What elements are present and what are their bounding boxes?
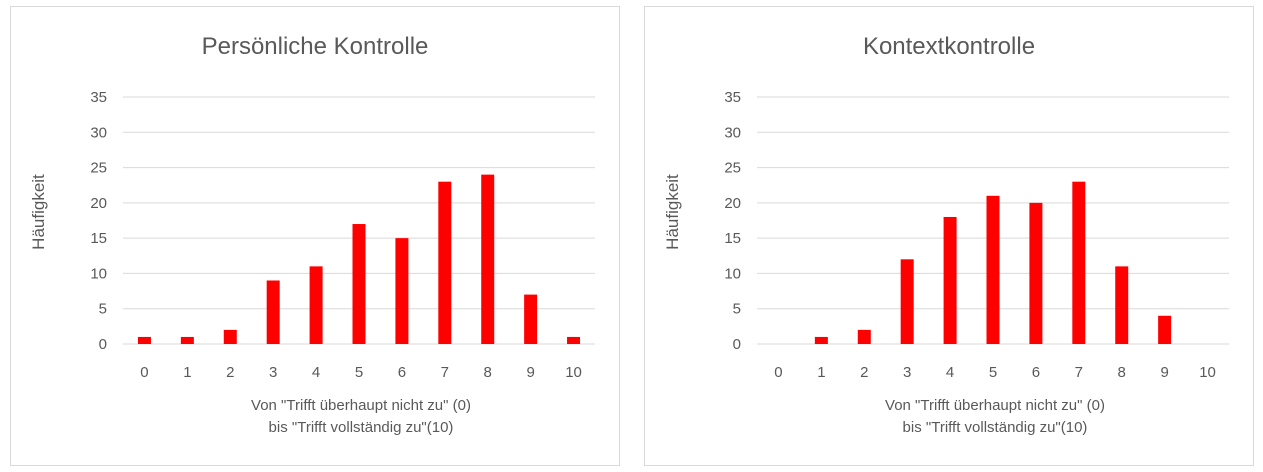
bar bbox=[223, 329, 237, 344]
bar bbox=[266, 280, 280, 344]
y-tick-label: 25 bbox=[90, 160, 107, 177]
x-tick-label: 10 bbox=[565, 364, 582, 381]
bar bbox=[395, 238, 409, 344]
bar bbox=[1158, 315, 1172, 344]
bar bbox=[986, 195, 1000, 344]
bar bbox=[814, 336, 828, 344]
bar bbox=[567, 336, 581, 344]
y-tick-label: 5 bbox=[99, 301, 107, 318]
bar bbox=[309, 266, 323, 344]
y-tick-label: 25 bbox=[724, 160, 741, 177]
bar bbox=[352, 224, 366, 344]
x-tick-label: 1 bbox=[817, 364, 825, 381]
x-tick-label: 9 bbox=[1160, 364, 1168, 381]
x-tick-label: 2 bbox=[226, 364, 234, 381]
y-tick-label: 35 bbox=[724, 89, 741, 106]
bar bbox=[180, 336, 194, 344]
bar bbox=[943, 216, 957, 344]
bar bbox=[900, 259, 914, 344]
bar bbox=[1029, 202, 1043, 344]
x-axis-label: Von "Trifft überhaupt nicht zu" (0) bis … bbox=[755, 395, 1235, 439]
x-tick-label: 7 bbox=[441, 364, 449, 381]
x-tick-label: 4 bbox=[946, 364, 954, 381]
bar bbox=[1115, 266, 1129, 344]
bar-chart-svg: 0 5 10 15 20 25 30 35 0 1 2 3 4 5 6 7 8 9 10 bbox=[90, 89, 595, 381]
bar bbox=[857, 329, 871, 344]
x-tick-label: 9 bbox=[526, 364, 534, 381]
bar bbox=[137, 336, 151, 344]
bar bbox=[438, 181, 452, 344]
y-tick-label: 15 bbox=[724, 230, 741, 247]
y-tick-label: 30 bbox=[724, 124, 741, 141]
x-tick-label: 6 bbox=[1032, 364, 1040, 381]
x-tick-label: 6 bbox=[398, 364, 406, 381]
x-tick-label: 3 bbox=[903, 364, 911, 381]
bar bbox=[1072, 181, 1086, 344]
x-tick-label: 8 bbox=[484, 364, 492, 381]
x-tick-label: 0 bbox=[140, 364, 148, 381]
chart-title: Kontextkontrolle bbox=[862, 33, 1036, 60]
x-tick-label: 4 bbox=[312, 364, 320, 381]
y-tick-label: 15 bbox=[90, 230, 107, 247]
chart-panel-persoenliche-kontrolle: Persönliche Kontrolle Häufigkeit 0 5 10 15 2… bbox=[10, 6, 620, 466]
chart-panel-kontextkontrolle: Kontextkontrolle Häufigkeit 0 5 10 15 20 25 30… bbox=[644, 6, 1254, 466]
x-axis-label-line-2: bis "Trifft vollständig zu"(10) bbox=[268, 419, 454, 436]
bar bbox=[524, 294, 538, 344]
y-tick-label: 0 bbox=[733, 336, 741, 353]
y-tick-label: 20 bbox=[90, 195, 107, 212]
x-tick-label: 2 bbox=[860, 364, 868, 381]
x-tick-label: 8 bbox=[1118, 364, 1126, 381]
x-tick-label: 10 bbox=[1199, 364, 1216, 381]
y-tick-label: 10 bbox=[90, 265, 107, 282]
chart-title: Persönliche Kontrolle bbox=[201, 33, 429, 60]
y-tick-label: 0 bbox=[99, 336, 107, 353]
bar-chart-svg: 0 5 10 15 20 25 30 35 0 1 2 3 4 5 6 7 8 9 10 bbox=[724, 89, 1229, 381]
y-tick-label: 5 bbox=[733, 301, 741, 318]
x-axis-label-line-1: Von "Trifft überhaupt nicht zu" (0) bbox=[251, 397, 471, 414]
x-tick-label: 0 bbox=[774, 364, 782, 381]
x-tick-label: 5 bbox=[355, 364, 363, 381]
x-tick-label: 1 bbox=[183, 364, 191, 381]
y-tick-label: 30 bbox=[90, 124, 107, 141]
x-axis-label-line-1: Von "Trifft überhaupt nicht zu" (0) bbox=[885, 397, 1105, 414]
x-axis-label-line-2: bis "Trifft vollständig zu"(10) bbox=[902, 419, 1088, 436]
x-tick-label: 5 bbox=[989, 364, 997, 381]
x-tick-label: 3 bbox=[269, 364, 277, 381]
bar bbox=[481, 174, 495, 344]
y-tick-label: 35 bbox=[90, 89, 107, 106]
x-tick-label: 7 bbox=[1075, 364, 1083, 381]
y-tick-label: 10 bbox=[724, 265, 741, 282]
x-axis-label: Von "Trifft überhaupt nicht zu" (0) bis … bbox=[121, 395, 601, 439]
y-tick-label: 20 bbox=[724, 195, 741, 212]
